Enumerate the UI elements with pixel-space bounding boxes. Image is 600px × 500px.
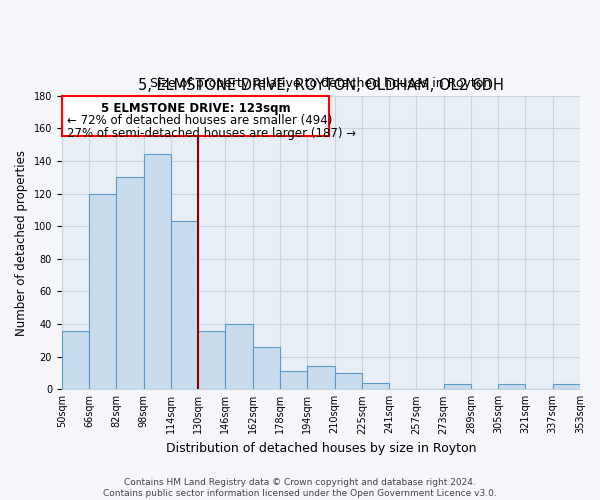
Bar bbox=[143, 154, 171, 390]
FancyBboxPatch shape bbox=[62, 96, 329, 136]
Bar bbox=[498, 384, 526, 390]
Bar bbox=[171, 222, 198, 390]
Bar bbox=[62, 330, 89, 390]
Y-axis label: Number of detached properties: Number of detached properties bbox=[15, 150, 28, 336]
Text: 5 ELMSTONE DRIVE: 123sqm: 5 ELMSTONE DRIVE: 123sqm bbox=[101, 102, 290, 115]
Bar bbox=[253, 347, 280, 390]
Text: 27% of semi-detached houses are larger (187) →: 27% of semi-detached houses are larger (… bbox=[67, 126, 356, 140]
Bar bbox=[553, 384, 580, 390]
Bar bbox=[198, 330, 226, 390]
Bar bbox=[443, 384, 471, 390]
Bar bbox=[362, 383, 389, 390]
Bar bbox=[307, 366, 335, 390]
Text: Contains HM Land Registry data © Crown copyright and database right 2024.
Contai: Contains HM Land Registry data © Crown c… bbox=[103, 478, 497, 498]
Bar bbox=[226, 324, 253, 390]
Bar bbox=[335, 373, 362, 390]
Bar bbox=[116, 178, 143, 390]
Bar bbox=[280, 372, 307, 390]
X-axis label: Distribution of detached houses by size in Royton: Distribution of detached houses by size … bbox=[166, 442, 476, 455]
Text: Size of property relative to detached houses in Royton: Size of property relative to detached ho… bbox=[150, 77, 491, 90]
Title: 5, ELMSTONE DRIVE, ROYTON, OLDHAM, OL2 6DH: 5, ELMSTONE DRIVE, ROYTON, OLDHAM, OL2 6… bbox=[138, 78, 504, 93]
Bar bbox=[89, 194, 116, 390]
Text: ← 72% of detached houses are smaller (494): ← 72% of detached houses are smaller (49… bbox=[67, 114, 332, 126]
